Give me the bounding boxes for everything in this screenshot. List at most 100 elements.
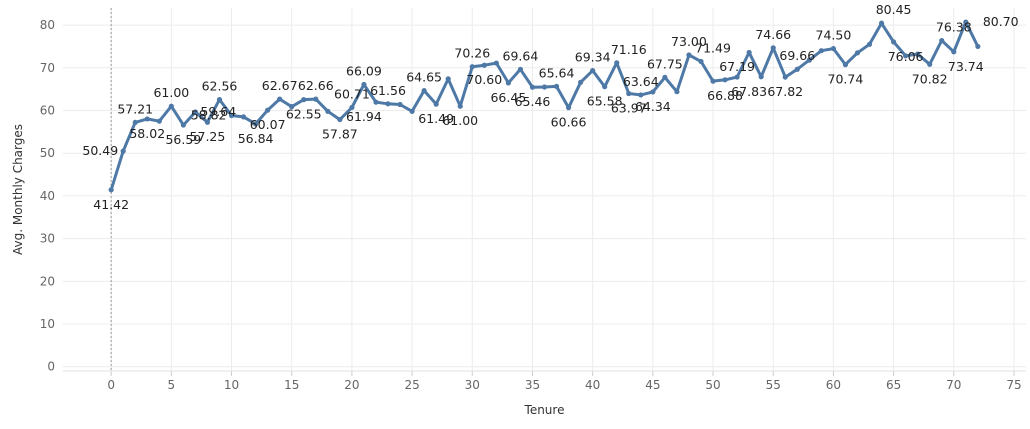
data-point[interactable] <box>698 58 704 65</box>
x-tick-label: 30 <box>465 378 480 392</box>
data-point[interactable] <box>842 62 849 68</box>
data-point[interactable] <box>204 119 211 125</box>
data-point[interactable] <box>722 77 728 83</box>
data-point[interactable] <box>674 89 680 95</box>
x-tick-label: 5 <box>168 378 176 392</box>
data-point[interactable] <box>915 51 921 57</box>
data-point[interactable] <box>758 74 764 80</box>
data-label: 71.16 <box>611 42 647 57</box>
series-layer <box>108 19 981 193</box>
data-point[interactable] <box>240 114 247 120</box>
data-labels: 41.42 50.49 57.21 58.02 61.00 56.59 59.64 57.25… <box>82 2 1018 212</box>
data-point[interactable] <box>505 80 511 86</box>
data-point[interactable] <box>878 20 885 26</box>
x-tick-label: 35 <box>525 378 540 392</box>
data-point[interactable] <box>277 96 283 102</box>
data-point[interactable] <box>469 64 475 70</box>
data-label: 50.49 <box>82 143 118 158</box>
data-label: 41.42 <box>93 197 129 212</box>
data-point[interactable] <box>638 92 644 98</box>
data-point[interactable] <box>216 96 223 103</box>
data-point[interactable] <box>493 60 499 66</box>
data-point[interactable] <box>830 45 837 52</box>
data-label: 69.66 <box>779 48 815 63</box>
data-point[interactable] <box>553 83 560 90</box>
data-point[interactable] <box>433 101 439 107</box>
data-label: 80.70 <box>983 14 1019 29</box>
data-point[interactable] <box>686 52 692 58</box>
data-point[interactable] <box>890 39 897 45</box>
data-label: 73.74 <box>948 59 984 74</box>
y-tick-label: 20 <box>40 274 55 288</box>
data-point[interactable] <box>168 103 174 109</box>
data-point[interactable] <box>421 88 427 94</box>
data-point[interactable] <box>963 19 969 25</box>
data-point[interactable] <box>313 96 319 102</box>
data-point[interactable] <box>325 108 331 114</box>
data-point[interactable] <box>180 122 186 128</box>
data-point[interactable] <box>457 103 463 109</box>
data-label: 76.06 <box>888 49 924 64</box>
y-tick-label: 60 <box>40 103 55 117</box>
data-label: 67.75 <box>647 56 683 71</box>
data-point[interactable] <box>481 62 487 68</box>
data-label: 80.45 <box>876 2 912 17</box>
data-point[interactable] <box>517 66 524 72</box>
data-point[interactable] <box>782 74 788 80</box>
data-label: 70.26 <box>454 46 490 61</box>
data-point[interactable] <box>409 108 415 114</box>
data-point[interactable] <box>903 53 909 59</box>
data-label: 63.97 <box>611 101 647 116</box>
x-tick-label: 45 <box>645 378 660 392</box>
data-point[interactable] <box>301 97 307 103</box>
data-point[interactable] <box>578 79 584 85</box>
data-point[interactable] <box>373 99 379 105</box>
data-point[interactable] <box>602 84 608 90</box>
data-point[interactable] <box>397 101 403 108</box>
data-point[interactable] <box>927 61 933 67</box>
data-point[interactable] <box>120 148 126 154</box>
data-point[interactable] <box>228 112 235 119</box>
data-point[interactable] <box>794 66 800 72</box>
data-point[interactable] <box>289 104 295 110</box>
data-point[interactable] <box>349 104 355 111</box>
data-point[interactable] <box>590 68 596 74</box>
data-point[interactable] <box>265 107 271 113</box>
data-point[interactable] <box>939 37 945 44</box>
data-point[interactable] <box>132 119 138 126</box>
data-point[interactable] <box>541 84 548 90</box>
data-point[interactable] <box>806 57 812 63</box>
data-point[interactable] <box>626 90 632 97</box>
data-label: 70.60 <box>466 72 502 87</box>
data-point[interactable] <box>650 89 656 95</box>
data-point[interactable] <box>818 48 824 54</box>
data-point[interactable] <box>253 121 259 127</box>
data-point[interactable] <box>156 118 162 124</box>
data-label: 69.34 <box>575 50 611 65</box>
data-point[interactable] <box>854 50 861 56</box>
x-tick-label: 65 <box>886 378 901 392</box>
data-label: 76.38 <box>936 20 972 35</box>
data-point[interactable] <box>337 116 343 123</box>
data-point[interactable] <box>445 76 451 82</box>
data-point[interactable] <box>385 101 391 107</box>
x-tick-label: 55 <box>766 378 781 392</box>
data-point[interactable] <box>529 84 536 90</box>
data-label: 61.94 <box>346 109 382 124</box>
data-point[interactable] <box>975 43 981 50</box>
data-label: 57.25 <box>190 129 226 144</box>
data-point[interactable] <box>144 116 150 122</box>
data-point[interactable] <box>770 45 776 51</box>
data-point[interactable] <box>662 74 668 80</box>
data-point[interactable] <box>192 109 199 115</box>
data-point[interactable] <box>951 49 957 55</box>
data-label: 60.66 <box>551 115 587 130</box>
data-point[interactable] <box>734 74 740 80</box>
data-point[interactable] <box>108 187 114 193</box>
data-point[interactable] <box>746 49 752 56</box>
data-point[interactable] <box>710 78 716 84</box>
data-point[interactable] <box>614 60 620 66</box>
data-point[interactable] <box>565 105 572 111</box>
data-point[interactable] <box>866 41 873 47</box>
data-point[interactable] <box>361 81 367 88</box>
